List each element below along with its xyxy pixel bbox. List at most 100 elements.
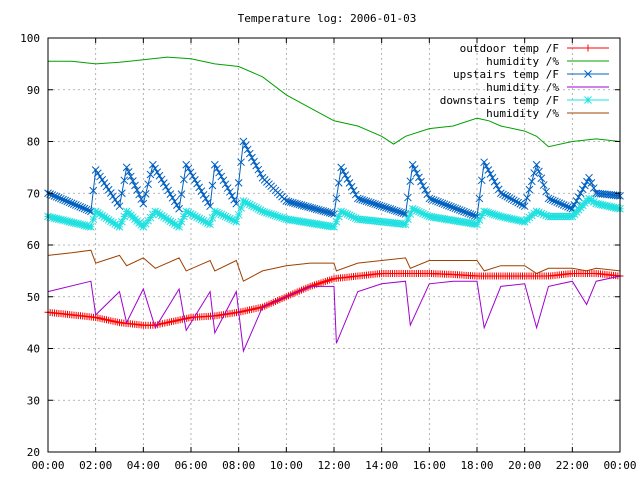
data-point [475,194,484,203]
data-point [237,204,245,212]
data-point [225,214,234,223]
legend-label: downstairs temp /F [440,94,559,107]
data-point [278,213,286,222]
data-point [349,213,358,222]
data-point [486,169,495,178]
series-3 [47,275,621,353]
legend-marker [584,44,592,52]
data-point [490,210,499,219]
data-point [412,206,421,215]
data-point [96,172,104,181]
data-point [206,220,214,229]
data-point [57,215,65,224]
series-line [47,275,621,353]
data-point [535,167,543,176]
data-point [455,206,464,214]
data-point [139,223,148,231]
data-point [153,168,162,176]
data-point [555,199,564,207]
data-point [390,206,399,215]
data-point [325,208,334,217]
data-point [415,173,423,182]
x-tick-label: 00:00 [31,459,64,472]
data-point [160,213,168,221]
data-point [310,204,319,213]
data-point [585,173,593,182]
data-point [486,209,495,218]
x-tick-label: 18:00 [460,459,493,472]
data-point [234,210,243,219]
data-point [444,201,453,210]
data-point [542,211,550,220]
series-layer [44,56,624,353]
data-point [115,223,124,231]
x-tick-label: 06:00 [174,459,207,472]
x-tick-label: 22:00 [556,459,589,472]
data-point [427,195,436,204]
data-point [54,193,63,202]
data-point [65,198,74,207]
data-point [327,209,336,218]
data-point [72,201,80,209]
data-point [364,198,373,206]
x-tick-label: 16:00 [413,459,446,472]
data-point [337,163,346,172]
data-point [98,175,107,184]
data-point [118,217,126,226]
data-point [221,212,230,221]
data-point [151,164,159,173]
data-point [186,209,195,218]
data-point [574,193,583,201]
data-point [186,168,195,177]
data-point [494,212,503,220]
data-point [492,211,501,220]
data-point [523,194,531,202]
data-point [93,169,102,178]
data-point [219,176,228,185]
data-point [477,211,486,220]
data-point [184,164,193,173]
data-point [576,189,585,198]
data-point [76,202,85,211]
data-point [82,205,91,214]
series-5 [47,249,621,282]
data-point [468,211,477,219]
data-point [410,205,419,214]
data-point [59,216,67,225]
data-point [347,212,356,221]
data-point [587,179,596,187]
data-point [84,206,93,215]
data-point [78,220,87,229]
data-point [54,215,63,223]
data-point [230,216,238,225]
data-point [129,177,137,185]
data-point [330,223,338,231]
data-point [232,217,241,226]
data-point [539,181,548,189]
data-point [144,216,152,225]
data-point [490,177,499,186]
data-point [551,197,559,206]
data-point [349,186,358,195]
data-point [80,221,89,230]
data-point [201,218,210,226]
data-point [104,185,113,194]
data-point [124,168,133,176]
data-point [559,201,568,209]
data-point [578,185,587,194]
grid-layer [48,38,620,452]
x-tick-label: 14:00 [365,459,398,472]
data-point [453,205,462,213]
data-point [423,190,432,199]
data-point [195,214,204,223]
data-point [118,189,126,198]
data-point [46,213,54,221]
data-point [168,193,177,202]
data-point [260,208,269,216]
data-point [457,206,466,215]
legend-label: humidity /% [486,81,559,94]
data-point [106,217,115,226]
data-point [375,201,384,210]
data-point [217,210,226,219]
data-point [135,190,144,199]
